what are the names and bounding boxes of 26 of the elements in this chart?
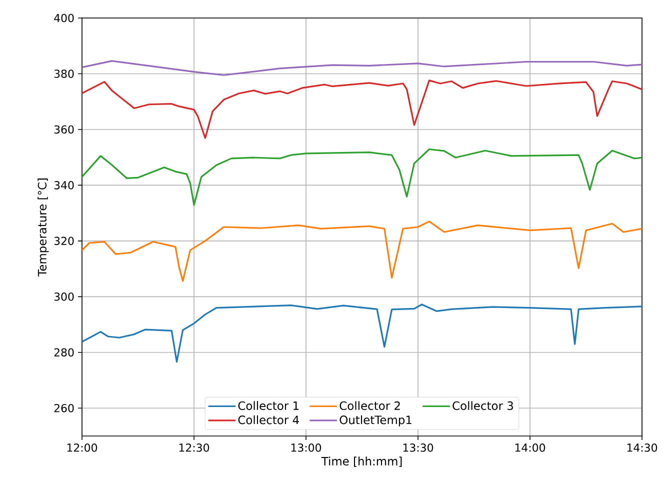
x-tick-label: 13:00	[291, 444, 322, 452]
legend-label: Collector 1	[238, 401, 298, 410]
line-series	[82, 304, 642, 363]
legend-label: Collector 3	[452, 401, 513, 410]
legend-label: Collector 4	[238, 415, 299, 424]
line-series	[82, 60, 642, 76]
x-tick-label: 12:00	[67, 444, 98, 452]
y-tick-label: 400	[54, 14, 74, 22]
x-tick-label: 14:30	[627, 444, 658, 452]
line-series	[82, 148, 642, 206]
y-tick-label: 380	[54, 70, 74, 78]
legend-label: Collector 2	[340, 401, 400, 410]
line-series	[82, 220, 642, 282]
y-tick-label: 340	[54, 181, 74, 190]
y-axis-title: Temperature [°C]	[38, 178, 49, 276]
x-tick-label: 14:00	[515, 444, 546, 452]
y-tick-label: 320	[54, 236, 74, 246]
y-tick-label: 260	[54, 404, 74, 412]
y-tick-label: 360	[54, 125, 74, 134]
x-axis-title: Time [hh:mm]	[321, 456, 402, 467]
line-series	[82, 80, 642, 139]
y-tick-label: 280	[54, 348, 74, 357]
x-tick-label: 13:30	[403, 444, 434, 452]
y-tick-label: 300	[54, 292, 74, 301]
legend-label: OutletTemp1	[340, 415, 412, 426]
x-tick-label: 12:30	[179, 444, 210, 452]
